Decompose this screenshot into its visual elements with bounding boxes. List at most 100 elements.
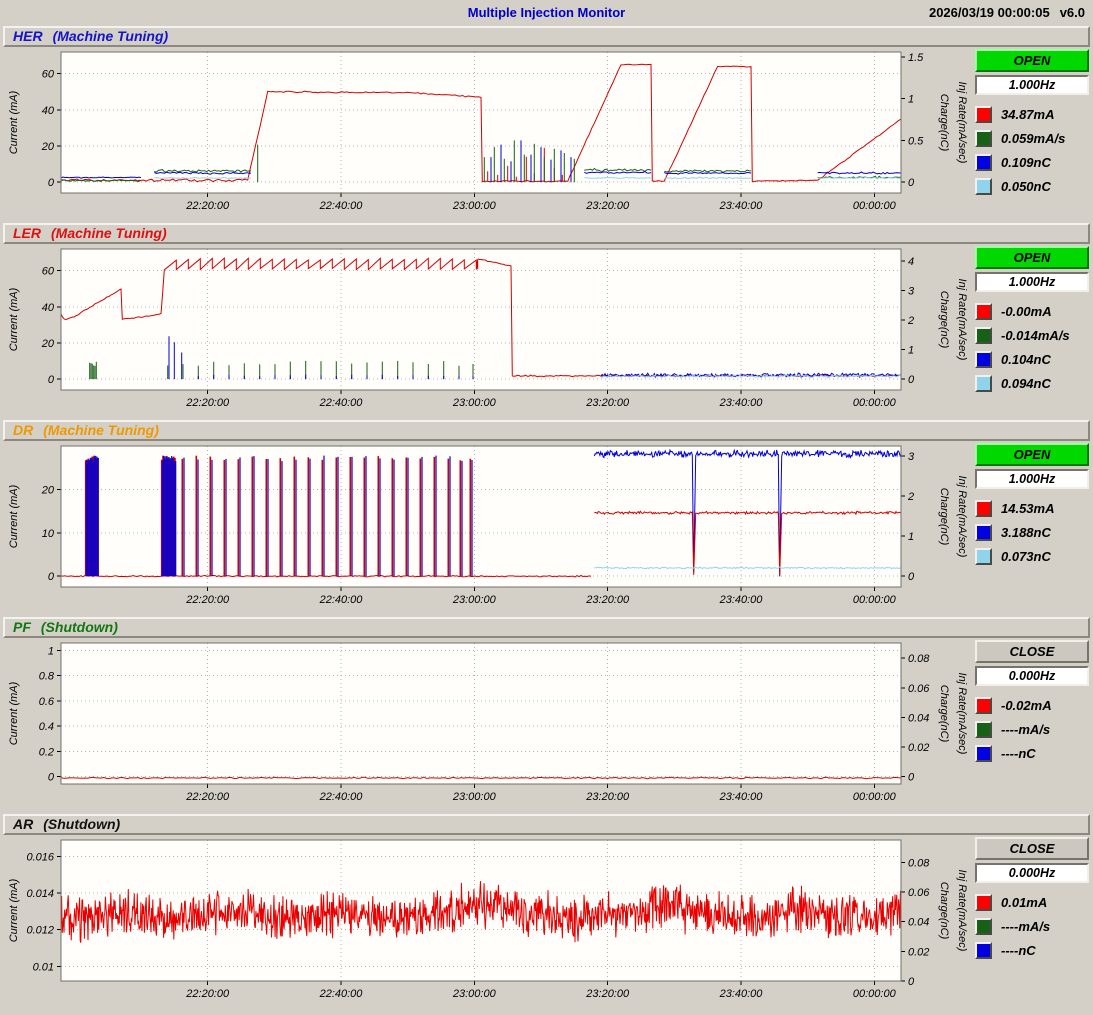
x-tick-label: 22:20:00 <box>185 988 230 1000</box>
right-tick-label: 0 <box>908 177 915 189</box>
readout-value: 0.073nC <box>1001 548 1051 564</box>
gate-button-pf[interactable]: CLOSE <box>975 640 1089 663</box>
x-tick-label: 23:40:00 <box>719 594 764 606</box>
panel-body-ar: 22:20:00 22:40:00 23:00:00 23:20:00 23:40:00… <box>3 835 1090 1011</box>
readout-value: 34.87mA <box>1001 106 1055 122</box>
panel-body-pf: 22:20:00 22:40:00 23:00:00 23:20:00 23:40:00… <box>3 638 1090 814</box>
legend-color-swatch <box>975 744 992 762</box>
readout-value: 0.050nC <box>1001 178 1051 194</box>
left-tick-label: 0.8 <box>39 671 55 683</box>
x-tick-label: 23:20:00 <box>585 397 630 409</box>
readout-value: ----mA/s <box>1001 721 1051 737</box>
legend-color-swatch <box>975 302 992 320</box>
readout-row: ----nC <box>975 741 1089 765</box>
left-tick-label: 0.01 <box>33 961 54 973</box>
side-panel-dr: OPEN 1.000Hz 14.53mA 3.188nC 0.073nC <box>975 443 1089 568</box>
ring-mode: (Shutdown) <box>40 619 118 635</box>
x-tick-label: 23:20:00 <box>585 791 630 803</box>
ring-mode: (Shutdown) <box>43 816 121 832</box>
readout-value: 0.109nC <box>1001 154 1051 170</box>
ring-mode: (Machine Tuning) <box>43 422 159 438</box>
left-tick-label: 20 <box>41 338 55 350</box>
x-tick-label: 23:40:00 <box>719 988 764 1000</box>
x-tick-label: 22:20:00 <box>185 200 230 212</box>
readout-row: 0.109nC <box>975 150 1089 174</box>
left-tick-label: 0 <box>48 177 55 189</box>
panel-ler: LER (Machine Tuning) 22:20:00 22:40:00 23:00… <box>3 223 1090 420</box>
readout-value: -0.02mA <box>1001 697 1052 713</box>
gate-button-dr[interactable]: OPEN <box>975 443 1089 466</box>
side-panel-ar: CLOSE 0.000Hz 0.01mA ----mA/s ----nC <box>975 837 1089 962</box>
readout-value: -0.00mA <box>1001 303 1052 319</box>
readout-row: 14.53mA <box>975 496 1089 520</box>
left-tick-label: 0.2 <box>39 746 54 758</box>
legend-color-swatch <box>975 350 992 368</box>
left-tick-label: 0 <box>48 771 55 783</box>
gate-button-ler[interactable]: OPEN <box>975 246 1089 269</box>
right-tick-label: 0.08 <box>908 857 930 869</box>
left-tick-label: 0 <box>48 374 55 386</box>
right-tick-label: 0.02 <box>908 742 929 754</box>
x-tick-label: 00:00:00 <box>853 791 897 803</box>
injection-rate-pf: 0.000Hz <box>975 666 1089 686</box>
left-tick-label: 0.6 <box>39 696 55 708</box>
readout-row: -0.00mA <box>975 299 1089 323</box>
ring-name: AR <box>13 816 34 832</box>
right-axis-title-charge: Charge(nC) <box>938 488 950 546</box>
readout-value: 0.094nC <box>1001 375 1051 391</box>
injection-rate-ler: 1.000Hz <box>975 272 1089 292</box>
readout-row: ----nC <box>975 938 1089 962</box>
injection-rate-ar: 0.000Hz <box>975 863 1089 883</box>
readout-row: -0.02mA <box>975 693 1089 717</box>
panel-her: HER (Machine Tuning) 22:20:00 22:40:00 23:00… <box>3 26 1090 223</box>
side-panel-ler: OPEN 1.000Hz -0.00mA -0.014mA/s 0.104nC 0.094… <box>975 246 1089 395</box>
right-axis-title-injrate: Inj Rate(mA/sec) <box>956 870 968 952</box>
gate-button-her[interactable]: OPEN <box>975 49 1089 72</box>
right-tick-label: 1 <box>908 531 914 543</box>
x-tick-label: 23:00:00 <box>452 200 497 212</box>
x-tick-label: 22:40:00 <box>319 988 364 1000</box>
left-tick-label: 20 <box>41 484 55 496</box>
readout-value: ----nC <box>1001 942 1036 958</box>
x-tick-label: 22:40:00 <box>319 397 364 409</box>
left-tick-label: 10 <box>42 528 55 540</box>
x-tick-label: 22:40:00 <box>319 200 364 212</box>
legend-color-swatch <box>975 696 992 714</box>
legend-color-swatch <box>975 917 992 935</box>
left-tick-label: 0.012 <box>26 925 54 937</box>
readout-value: ----mA/s <box>1001 918 1051 934</box>
x-tick-label: 00:00:00 <box>853 397 897 409</box>
right-tick-label: 0.06 <box>908 683 930 695</box>
left-tick-label: 0.4 <box>39 721 54 733</box>
readout-value: ----nC <box>1001 745 1036 761</box>
readouts-dr: 14.53mA 3.188nC 0.073nC <box>975 496 1089 568</box>
legend-color-swatch <box>975 941 992 959</box>
right-tick-label: 1.5 <box>908 52 924 64</box>
left-axis-title: Current (mA) <box>8 287 20 351</box>
right-tick-label: 0 <box>908 976 915 988</box>
gate-button-ar[interactable]: CLOSE <box>975 837 1089 860</box>
panel-pf: PF (Shutdown) 22:20:00 22:40:00 23:00:00 23:2… <box>3 617 1090 814</box>
readout-row: -0.014mA/s <box>975 323 1089 347</box>
x-tick-label: 00:00:00 <box>853 988 897 1000</box>
readout-row: 0.01mA <box>975 890 1089 914</box>
left-tick-label: 60 <box>42 266 55 278</box>
left-tick-label: 40 <box>42 302 55 314</box>
page-title: Multiple Injection Monitor <box>467 5 626 20</box>
legend-color-swatch <box>975 523 992 541</box>
right-tick-label: 0 <box>908 571 915 583</box>
readouts-ar: 0.01mA ----mA/s ----nC <box>975 890 1089 962</box>
left-tick-label: 20 <box>41 141 55 153</box>
readouts-ler: -0.00mA -0.014mA/s 0.104nC 0.094nC <box>975 299 1089 395</box>
panel-body-her: 22:20:00 22:40:00 23:00:00 23:20:00 23:40:00… <box>3 47 1090 223</box>
left-axis-title: Current (mA) <box>8 681 20 745</box>
chart-her: 22:20:00 22:40:00 23:00:00 23:20:00 23:40:00… <box>8 51 968 212</box>
x-tick-label: 22:20:00 <box>185 791 230 803</box>
ring-name: LER <box>13 225 41 241</box>
right-tick-label: 0.04 <box>908 917 929 929</box>
chart-pf: 22:20:00 22:40:00 23:00:00 23:20:00 23:40:00… <box>8 642 968 803</box>
right-axis-title-charge: Charge(nC) <box>938 685 950 743</box>
injection-rate-her: 1.000Hz <box>975 75 1089 95</box>
version: v6.0 <box>1059 5 1085 20</box>
legend-color-swatch <box>975 893 992 911</box>
